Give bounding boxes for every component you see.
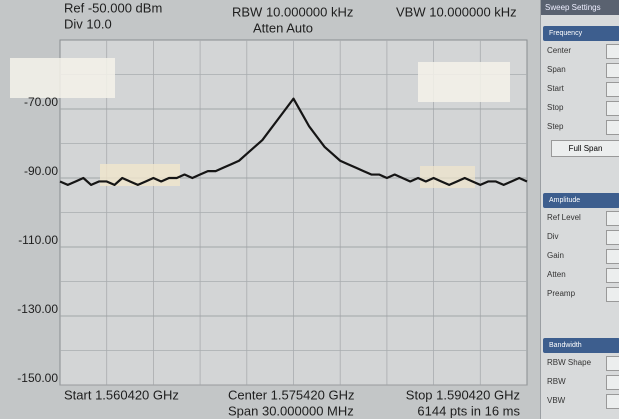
- panel-item[interactable]: VBW: [543, 391, 619, 410]
- panel-item[interactable]: Stop: [543, 98, 619, 117]
- glare: [420, 166, 475, 188]
- panel-item[interactable]: Ref Level: [543, 208, 619, 227]
- panel-item[interactable]: Span: [543, 60, 619, 79]
- span: Span 30.000000 MHz: [228, 403, 354, 418]
- rbw: RBW 10.000000 kHz: [232, 4, 353, 19]
- ref-level: Ref -50.000 dBm: [64, 0, 162, 15]
- panel-section: Frequency Center Span Start Stop Step Full Spa…: [543, 26, 619, 157]
- section-header[interactable]: Amplitude: [543, 193, 619, 208]
- panel-title: Sweep Settings: [541, 0, 619, 15]
- panel-item[interactable]: Atten: [543, 265, 619, 284]
- sweep-points: 6144 pts in 16 ms: [417, 403, 520, 418]
- section-header[interactable]: Bandwidth: [543, 338, 619, 353]
- panel-item[interactable]: Step: [543, 117, 619, 136]
- y-tick-label: -130.00: [17, 302, 58, 316]
- y-tick-label: -150.00: [17, 371, 58, 385]
- panel-section: Amplitude Ref Level Div Gain Atten Preamp: [543, 193, 619, 303]
- section-header[interactable]: Frequency: [543, 26, 619, 41]
- analyzer-screen: Ref -50.000 dBm Div 10.0 RBW 10.000000 k…: [10, 0, 528, 419]
- y-tick-label: -90.00: [24, 164, 58, 178]
- stop-freq: Stop 1.590420 GHz: [406, 387, 520, 402]
- side-panel: Sweep Settings Frequency Center Span Start S…: [540, 0, 619, 419]
- y-tick-label: -70.00: [24, 95, 58, 109]
- center-freq: Center 1.575420 GHz: [228, 387, 354, 402]
- panel-item[interactable]: Start: [543, 79, 619, 98]
- atten: Atten Auto: [253, 20, 313, 35]
- vbw: VBW 10.000000 kHz: [396, 4, 517, 19]
- panel-item[interactable]: Div: [543, 227, 619, 246]
- start-freq: Start 1.560420 GHz: [64, 387, 179, 402]
- panel-item[interactable]: Center: [543, 41, 619, 60]
- glare: [418, 62, 510, 102]
- panel-section: Bandwidth RBW Shape RBW VBW: [543, 338, 619, 410]
- panel-item[interactable]: Preamp: [543, 284, 619, 303]
- glare: [10, 58, 115, 98]
- panel-item[interactable]: Gain: [543, 246, 619, 265]
- panel-button[interactable]: Full Span: [551, 140, 619, 157]
- panel-item[interactable]: RBW Shape: [543, 353, 619, 372]
- grid: [60, 40, 527, 386]
- div: Div 10.0: [64, 16, 112, 31]
- panel-item[interactable]: RBW: [543, 372, 619, 391]
- y-tick-label: -110.00: [18, 233, 58, 247]
- trace: [59, 97, 528, 186]
